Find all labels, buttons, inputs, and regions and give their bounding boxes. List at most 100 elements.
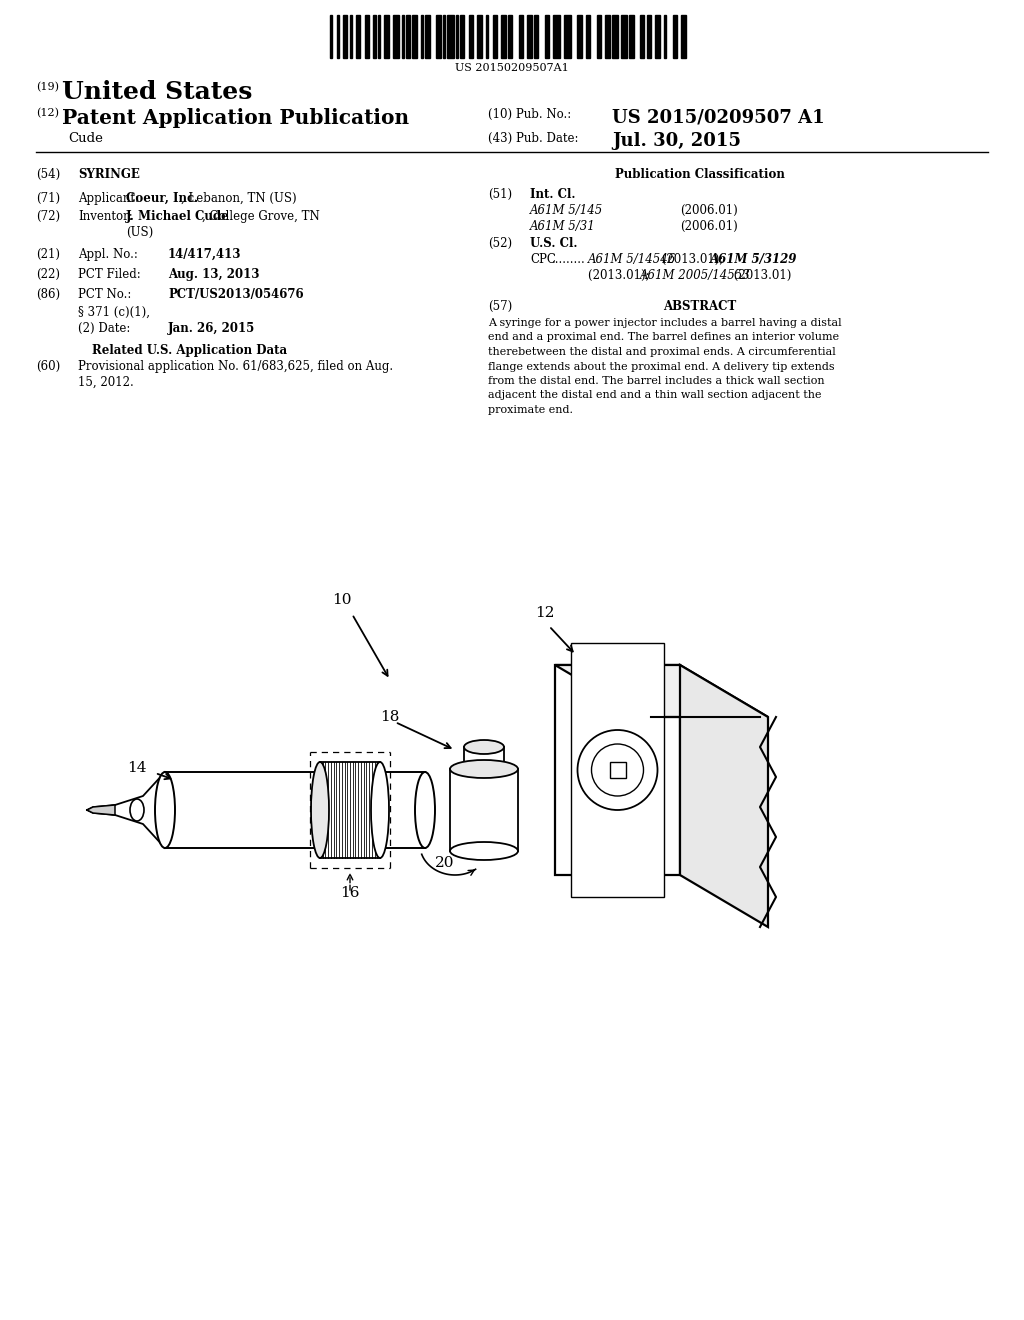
Text: Related U.S. Application Data: Related U.S. Application Data: [92, 345, 288, 356]
Text: A syringe for a power injector includes a barrel having a distal: A syringe for a power injector includes …: [488, 318, 842, 327]
Bar: [378, 15, 380, 58]
Ellipse shape: [155, 772, 175, 847]
Bar: [436, 15, 440, 58]
Bar: [330, 15, 332, 58]
Text: Inventor:: Inventor:: [78, 210, 133, 223]
Text: § 371 (c)(1),: § 371 (c)(1),: [78, 306, 150, 319]
Text: (19): (19): [36, 82, 59, 92]
Text: 14: 14: [128, 762, 147, 775]
Text: 16: 16: [340, 886, 359, 900]
Bar: [401, 15, 403, 58]
Text: U.S. Cl.: U.S. Cl.: [530, 238, 578, 249]
Bar: [612, 15, 618, 58]
Ellipse shape: [450, 842, 518, 861]
Bar: [319, 762, 380, 858]
Bar: [508, 15, 512, 58]
Text: (2006.01): (2006.01): [680, 220, 737, 234]
Text: , College Grove, TN: , College Grove, TN: [202, 210, 319, 223]
Bar: [609, 762, 626, 777]
Text: (2) Date:: (2) Date:: [78, 322, 130, 335]
Bar: [406, 15, 411, 58]
Bar: [597, 15, 601, 58]
Bar: [460, 15, 465, 58]
Bar: [527, 15, 531, 58]
Text: 15, 2012.: 15, 2012.: [78, 376, 134, 389]
Bar: [553, 15, 560, 58]
Text: A61M 5/3129: A61M 5/3129: [710, 253, 798, 267]
Ellipse shape: [371, 762, 389, 858]
Text: Coeur, Inc.: Coeur, Inc.: [126, 191, 199, 205]
Text: Int. Cl.: Int. Cl.: [530, 187, 575, 201]
Text: PCT/US2013/054676: PCT/US2013/054676: [168, 288, 304, 301]
Bar: [393, 15, 399, 58]
Ellipse shape: [415, 772, 435, 847]
Bar: [450, 770, 518, 851]
Ellipse shape: [130, 799, 144, 821]
Ellipse shape: [450, 760, 518, 777]
Text: (10) Pub. No.:: (10) Pub. No.:: [488, 108, 571, 121]
Polygon shape: [680, 665, 768, 927]
Bar: [605, 15, 609, 58]
Text: (2013.01): (2013.01): [730, 269, 792, 282]
Text: SYRINGE: SYRINGE: [78, 168, 140, 181]
Bar: [442, 15, 445, 58]
Bar: [349, 15, 351, 58]
Bar: [621, 15, 627, 58]
Text: (21): (21): [36, 248, 60, 261]
Text: A61M 5/31: A61M 5/31: [530, 220, 596, 234]
Bar: [493, 15, 497, 58]
Text: ABSTRACT: ABSTRACT: [664, 300, 736, 313]
Text: A61M 5/145: A61M 5/145: [530, 205, 603, 216]
Text: 20: 20: [435, 855, 455, 870]
Text: 12: 12: [536, 606, 555, 620]
Ellipse shape: [464, 741, 504, 754]
Bar: [664, 15, 667, 58]
Text: Jan. 26, 2015: Jan. 26, 2015: [168, 322, 255, 335]
Text: (52): (52): [488, 238, 512, 249]
Text: United States: United States: [62, 81, 252, 104]
Circle shape: [592, 744, 643, 796]
Text: Appl. No.:: Appl. No.:: [78, 248, 138, 261]
Text: end and a proximal end. The barrel defines an interior volume: end and a proximal end. The barrel defin…: [488, 333, 839, 342]
Polygon shape: [555, 665, 768, 717]
Text: (2013.01);: (2013.01);: [588, 269, 653, 282]
Text: proximate end.: proximate end.: [488, 405, 573, 414]
Bar: [374, 15, 376, 58]
Bar: [365, 15, 369, 58]
Bar: [356, 15, 360, 58]
Bar: [545, 15, 549, 58]
Text: US 20150209507A1: US 20150209507A1: [455, 63, 569, 73]
Text: (51): (51): [488, 187, 512, 201]
Text: (71): (71): [36, 191, 60, 205]
Bar: [630, 15, 634, 58]
Text: , Lebanon, TN (US): , Lebanon, TN (US): [181, 191, 297, 205]
Text: .........: .........: [552, 253, 586, 267]
Bar: [384, 15, 388, 58]
Bar: [673, 15, 677, 58]
Text: Applicant:: Applicant:: [78, 191, 139, 205]
Text: PCT Filed:: PCT Filed:: [78, 268, 140, 281]
Text: CPC: CPC: [530, 253, 556, 267]
Bar: [337, 15, 339, 58]
Bar: [456, 15, 458, 58]
Bar: [640, 15, 644, 58]
Bar: [564, 15, 570, 58]
Text: (12): (12): [36, 108, 59, 119]
Text: Publication Classification: Publication Classification: [615, 168, 785, 181]
Text: (86): (86): [36, 288, 60, 301]
Text: (2006.01): (2006.01): [680, 205, 737, 216]
Text: 10: 10: [332, 593, 352, 607]
Bar: [447, 15, 454, 58]
Text: (54): (54): [36, 168, 60, 181]
Text: US 2015/0209507 A1: US 2015/0209507 A1: [612, 108, 824, 125]
Bar: [502, 15, 506, 58]
Text: Cude: Cude: [68, 132, 102, 145]
Bar: [578, 15, 582, 58]
Text: (72): (72): [36, 210, 60, 223]
Ellipse shape: [311, 762, 329, 858]
Text: Jul. 30, 2015: Jul. 30, 2015: [612, 132, 741, 150]
Text: 18: 18: [380, 710, 399, 723]
Bar: [655, 15, 659, 58]
Text: Provisional application No. 61/683,625, filed on Aug.: Provisional application No. 61/683,625, …: [78, 360, 393, 374]
Text: A61M 5/14546: A61M 5/14546: [588, 253, 676, 267]
